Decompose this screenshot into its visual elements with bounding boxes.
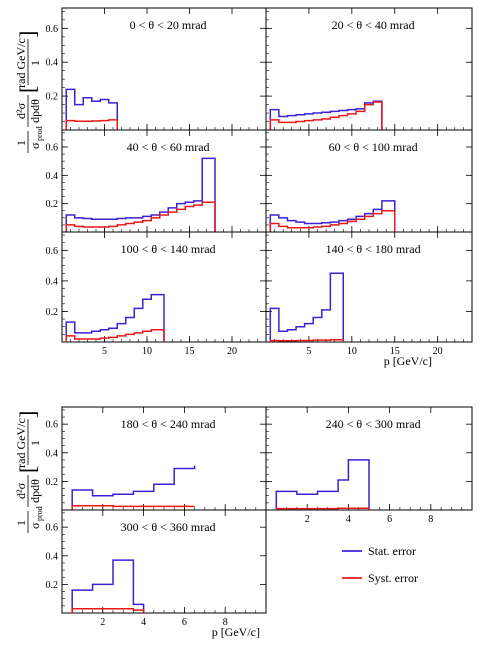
x-axis-title: p [GeV/c] [212, 625, 260, 639]
x-tick-label: 20 [433, 346, 443, 357]
y-tick-label: 0.2 [46, 477, 59, 488]
panel-title: 180 < θ < 240 mrad [121, 417, 216, 431]
y-tick-label: 0.2 [46, 92, 59, 103]
y-tick-label: 0.4 [46, 171, 59, 182]
y-title-part: dpdθ [28, 99, 42, 123]
syst-error-histogram [269, 210, 396, 232]
x-axis-title: p [GeV/c] [384, 354, 432, 368]
x-tick-label: 4 [141, 617, 146, 628]
y-tick-label: 0.2 [46, 199, 59, 210]
y-title-part: 1 [28, 60, 42, 66]
y-title-part: prod [35, 506, 44, 521]
x-tick-label: 6 [387, 514, 392, 525]
panel: 0.2 0.4 0.6 0 < θ < 20 mrad [46, 7, 267, 131]
stat-error-histogram [65, 157, 216, 232]
y-tick-label: 0.6 [46, 24, 59, 35]
y-title-part: dpdθ [28, 479, 42, 503]
y-title-part: rad GeV/c [14, 418, 28, 468]
stat-error-histogram [269, 200, 396, 232]
syst-error-histogram [65, 201, 216, 232]
panel: 20 < θ < 40 mrad [265, 7, 473, 131]
stat-error-histogram [275, 459, 370, 510]
panel-title: 60 < θ < 100 mrad [329, 140, 418, 154]
y-title-part: 1 [14, 520, 28, 526]
panel: 0.2 0.4 0.6 40 < θ < 60 mrad [46, 129, 267, 233]
panel-title: 20 < θ < 40 mrad [332, 18, 415, 32]
panel-group-2: 0.2 0.4 0.6 180 < θ < 240 mrad 2 4 6 8 240 < θ <… [14, 406, 473, 639]
syst-error-histogram [65, 119, 118, 130]
legend-entry: Stat. error [368, 544, 416, 558]
panel-title: 0 < θ < 20 mrad [130, 18, 207, 32]
y-title-part: d²σ [14, 482, 28, 499]
panel-title: 40 < θ < 60 mrad [127, 140, 210, 154]
y-title-bracket: ] [15, 411, 40, 418]
y-tick-label: 0.6 [46, 523, 59, 534]
y-title-part: 1 [14, 140, 28, 146]
x-tick-label: 6 [182, 617, 187, 628]
x-tick-label: 2 [305, 514, 310, 525]
y-title-part: σ [28, 522, 42, 529]
x-tick-label: 15 [185, 346, 195, 357]
x-tick-label: 4 [346, 514, 351, 525]
y-tick-label: 0.4 [46, 276, 59, 287]
y-tick-label: 0.6 [46, 143, 59, 154]
x-tick-label: 2 [100, 617, 105, 628]
y-tick-label: 0.6 [46, 246, 59, 257]
y-title-part: d²σ [14, 102, 28, 119]
stat-error-histogram [65, 293, 165, 342]
panel: 2 4 6 8 240 < θ < 300 mrad [265, 406, 473, 525]
stat-error-histogram [65, 88, 118, 130]
panel-title: 300 < θ < 360 mrad [121, 520, 216, 534]
x-tick-label: 10 [142, 346, 152, 357]
y-tick-label: 0.2 [46, 580, 59, 591]
legend-entry: Syst. error [368, 571, 418, 585]
syst-error-histogram [269, 101, 383, 130]
y-tick-label: 0.4 [46, 448, 59, 459]
y-tick-label: 0.2 [46, 307, 59, 318]
y-tick-label: 0.6 [46, 420, 59, 431]
stat-error-histogram [71, 559, 145, 613]
x-tick-label: 10 [347, 346, 357, 357]
syst-error-histogram [71, 607, 145, 613]
panel-title: 240 < θ < 300 mrad [326, 417, 421, 431]
y-title-bracket: [ [15, 86, 40, 93]
x-tick-label: 15 [390, 346, 400, 357]
panel: 0.2 0.4 0.6 2 4 6 8 300 < θ < 360 mrad [46, 509, 267, 628]
syst-error-histogram [65, 329, 165, 342]
x-tick-label: 8 [223, 617, 228, 628]
y-title-part: rad GeV/c [14, 38, 28, 88]
y-title-part: σ [28, 142, 42, 149]
panel-title: 100 < θ < 140 mrad [121, 242, 216, 256]
panel: 60 < θ < 100 mrad [265, 129, 473, 233]
y-title-bracket: [ [15, 466, 40, 473]
y-tick-label: 0.4 [46, 58, 59, 69]
y-title-part: 1 [28, 440, 42, 446]
x-tick-label: 8 [428, 514, 433, 525]
syst-error-histogram [275, 507, 370, 510]
panel: 5 10 15 20 140 < θ < 180 mrad [265, 231, 473, 357]
syst-error-histogram [269, 338, 344, 342]
stat-error-histogram [269, 272, 344, 342]
y-tick-label: 0.4 [46, 551, 59, 562]
x-tick-label: 20 [227, 346, 237, 357]
panel: 0.2 0.4 0.6 180 < θ < 240 mrad [46, 406, 267, 511]
panel-title: 140 < θ < 180 mrad [326, 242, 421, 256]
x-tick-label: 5 [306, 346, 311, 357]
x-tick-label: 5 [102, 346, 107, 357]
syst-error-histogram [71, 504, 195, 510]
panel: 0.2 0.4 0.6 5 10 15 20 100 < θ < 140 mrad [46, 231, 267, 357]
legend: Stat. error Syst. error [342, 544, 418, 585]
stat-error-histogram [71, 465, 196, 510]
y-title-part: prod [35, 126, 44, 141]
panel-group-1: 0.2 0.4 0.6 0 < θ < 20 mrad 20 < θ < 40 mrad… [14, 7, 473, 368]
y-title-bracket: ] [15, 31, 40, 38]
